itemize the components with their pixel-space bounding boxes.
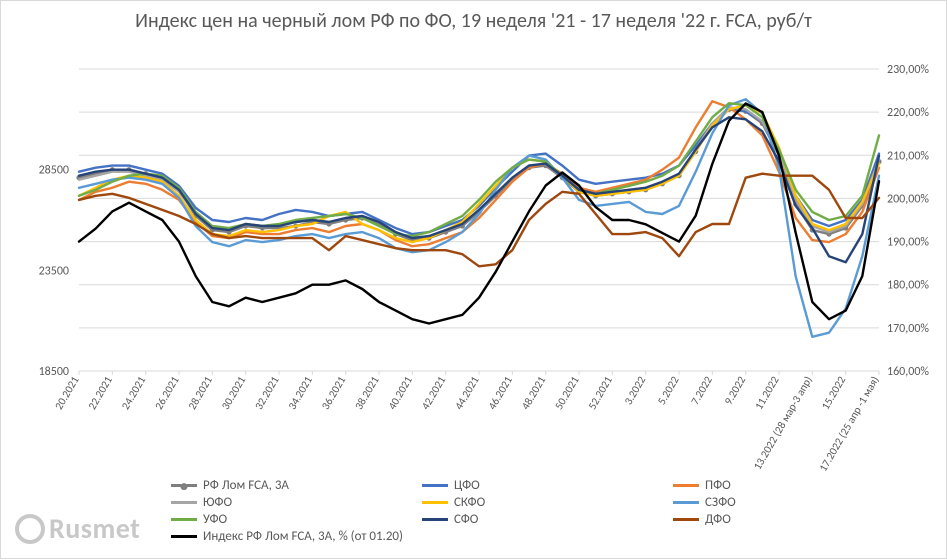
svg-text:230,00%: 230,00% [887, 63, 929, 77]
legend-item: УФО [171, 512, 404, 527]
legend-label: СФО [454, 512, 478, 527]
svg-text:11.2022: 11.2022 [752, 374, 782, 412]
svg-text:15.2022: 15.2022 [819, 374, 849, 412]
legend-swatch [171, 535, 197, 538]
legend-label: ЮФО [203, 495, 232, 510]
svg-text:36.2021: 36.2021 [319, 374, 349, 412]
legend-label: ЦФО [454, 478, 480, 493]
svg-text:24.2021: 24.2021 [119, 374, 149, 412]
legend-item: Индекс РФ Лом FCA, 3А, % (от 01.20) [171, 529, 404, 544]
legend-label: УФО [203, 512, 227, 527]
chart-legend: РФ Лом FCA, 3А ЦФО ПФО ЮФО СКФО СЗФО УФО СФО ДФО… [171, 478, 906, 544]
legend-swatch [171, 501, 197, 504]
svg-text:180,00%: 180,00% [887, 279, 929, 293]
svg-text:190,00%: 190,00% [887, 236, 929, 250]
legend-swatch [171, 518, 197, 521]
svg-text:20.2021: 20.2021 [52, 374, 82, 412]
svg-text:26.2021: 26.2021 [152, 374, 182, 412]
svg-text:200,00%: 200,00% [887, 192, 929, 206]
legend-swatch [673, 501, 699, 504]
svg-text:23500: 23500 [39, 264, 69, 278]
svg-text:38.2021: 38.2021 [352, 374, 382, 412]
legend-label: СЗФО [705, 495, 736, 510]
chart-container: Индекс цен на черный лом РФ по ФО, 19 не… [0, 0, 947, 559]
legend-swatch [422, 518, 448, 521]
svg-text:50.2021: 50.2021 [552, 374, 582, 412]
legend-swatch [673, 518, 699, 521]
legend-item: ДФО [673, 512, 906, 527]
svg-text:42.2021: 42.2021 [419, 374, 449, 412]
legend-swatch [422, 484, 448, 487]
svg-text:52.2021: 52.2021 [586, 374, 616, 412]
svg-text:28.2021: 28.2021 [186, 374, 216, 412]
svg-text:40.2021: 40.2021 [386, 374, 416, 412]
legend-item: СФО [422, 512, 655, 527]
legend-item: ЮФО [171, 495, 404, 510]
svg-text:34.2021: 34.2021 [286, 374, 316, 412]
svg-text:30.2021: 30.2021 [219, 374, 249, 412]
legend-label: ПФО [705, 478, 731, 493]
svg-text:32.2021: 32.2021 [252, 374, 282, 412]
legend-item: ПФО [673, 478, 906, 493]
svg-text:46.2021: 46.2021 [486, 374, 516, 412]
chart-title: Индекс цен на черный лом РФ по ФО, 19 не… [1, 9, 946, 34]
legend-swatch [422, 501, 448, 504]
legend-label: ДФО [705, 512, 731, 527]
svg-text:28500: 28500 [39, 164, 69, 178]
legend-swatch [171, 484, 197, 487]
svg-text:13.2022 (28 мар-3 апр): 13.2022 (28 мар-3 апр) [751, 374, 815, 472]
legend-label: Индекс РФ Лом FCA, 3А, % (от 01.20) [203, 529, 403, 544]
svg-text:18500: 18500 [39, 365, 69, 379]
legend-label: РФ Лом FCA, 3А [203, 478, 289, 493]
legend-item: ЦФО [422, 478, 655, 493]
chart-plot: 160,00% 170,00% 180,00% 190,00% 200,00% 210,0… [1, 1, 947, 560]
svg-text:220,00%: 220,00% [887, 106, 929, 120]
svg-text:5.2022: 5.2022 [655, 374, 682, 407]
legend-item: РФ Лом FCA, 3А [171, 478, 404, 493]
svg-text:17.2022 (25 апр -1 мая): 17.2022 (25 апр -1 мая) [817, 374, 882, 474]
svg-text:9.2022: 9.2022 [722, 374, 749, 407]
svg-text:48.2021: 48.2021 [519, 374, 549, 412]
legend-item: СКФО [422, 495, 655, 510]
legend-swatch [673, 484, 699, 487]
svg-text:170,00%: 170,00% [887, 322, 929, 336]
svg-text:3.2022: 3.2022 [622, 374, 649, 407]
legend-label: СКФО [454, 495, 485, 510]
svg-text:160,00%: 160,00% [887, 365, 929, 379]
svg-text:210,00%: 210,00% [887, 149, 929, 163]
legend-item: СЗФО [673, 495, 906, 510]
svg-text:22.2021: 22.2021 [86, 374, 116, 412]
svg-text:7.2022: 7.2022 [688, 374, 715, 407]
svg-text:44.2021: 44.2021 [452, 374, 482, 412]
